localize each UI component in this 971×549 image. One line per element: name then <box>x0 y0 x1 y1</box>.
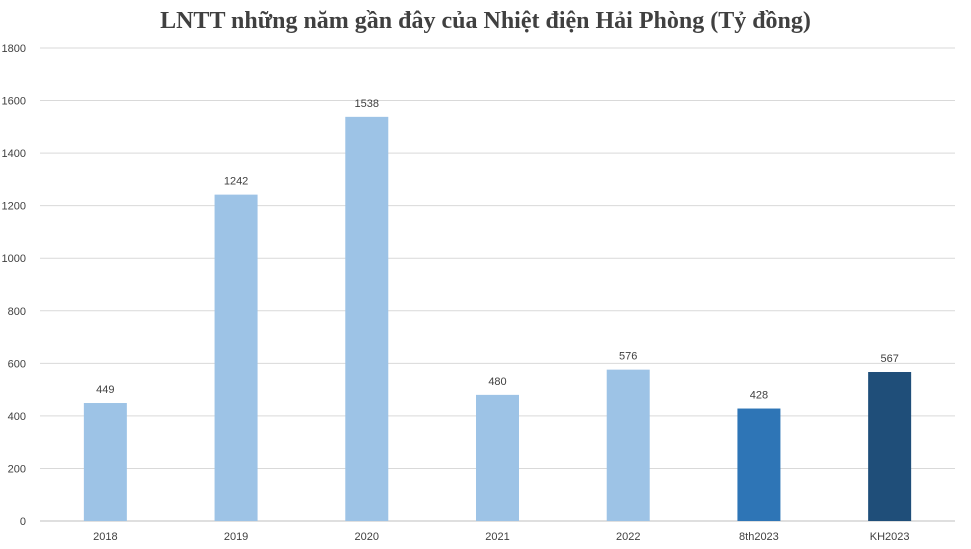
bar-2020 <box>345 116 389 521</box>
bar-8th2023 <box>737 408 781 521</box>
data-label-2019: 1242 <box>224 176 248 188</box>
y-tick-label: 600 <box>8 358 26 370</box>
y-tick-label: 400 <box>8 411 26 423</box>
y-tick-label: 800 <box>8 306 26 318</box>
bar-2022 <box>606 369 650 521</box>
data-label-2020: 1538 <box>355 98 379 110</box>
y-tick-label: 0 <box>20 516 26 528</box>
bar-2019 <box>214 194 258 521</box>
bar-2018 <box>83 403 127 521</box>
bars <box>83 116 912 521</box>
x-tick-label-8th2023: 8th2023 <box>739 531 779 543</box>
x-tick-label-2022: 2022 <box>616 531 640 543</box>
y-tick-label: 1200 <box>2 201 26 213</box>
bar-KH2023 <box>868 372 912 521</box>
x-tick-label-2021: 2021 <box>485 531 509 543</box>
y-tick-label: 200 <box>8 463 26 475</box>
data-label-8th2023: 428 <box>750 390 768 402</box>
chart-title: LNTT những năm gần đây của Nhiệt điện Hả… <box>160 8 811 34</box>
y-tick-label: 1400 <box>2 148 26 160</box>
x-tick-label-2020: 2020 <box>355 531 379 543</box>
data-label-KH2023: 567 <box>880 353 898 365</box>
x-tick-label-2019: 2019 <box>224 531 248 543</box>
x-tick-label-KH2023: KH2023 <box>870 531 910 543</box>
data-label-2021: 480 <box>488 376 506 388</box>
bar-2021 <box>476 394 519 521</box>
y-axis-tick-labels: 0 200 400 600 800 1000 1200 1400 1600 1800 <box>2 43 26 528</box>
y-tick-label: 1000 <box>2 253 26 265</box>
x-axis-tick-labels: 2018 2019 2020 2021 2022 8th2023 KH2023 <box>93 531 909 543</box>
y-tick-label: 1800 <box>2 43 26 55</box>
x-tick-label-2018: 2018 <box>93 531 117 543</box>
data-label-2022: 576 <box>619 351 637 363</box>
data-labels: 449 1242 1538 480 576 428 567 <box>96 98 899 402</box>
y-tick-label: 1600 <box>2 96 26 108</box>
data-label-2018: 449 <box>96 384 114 396</box>
